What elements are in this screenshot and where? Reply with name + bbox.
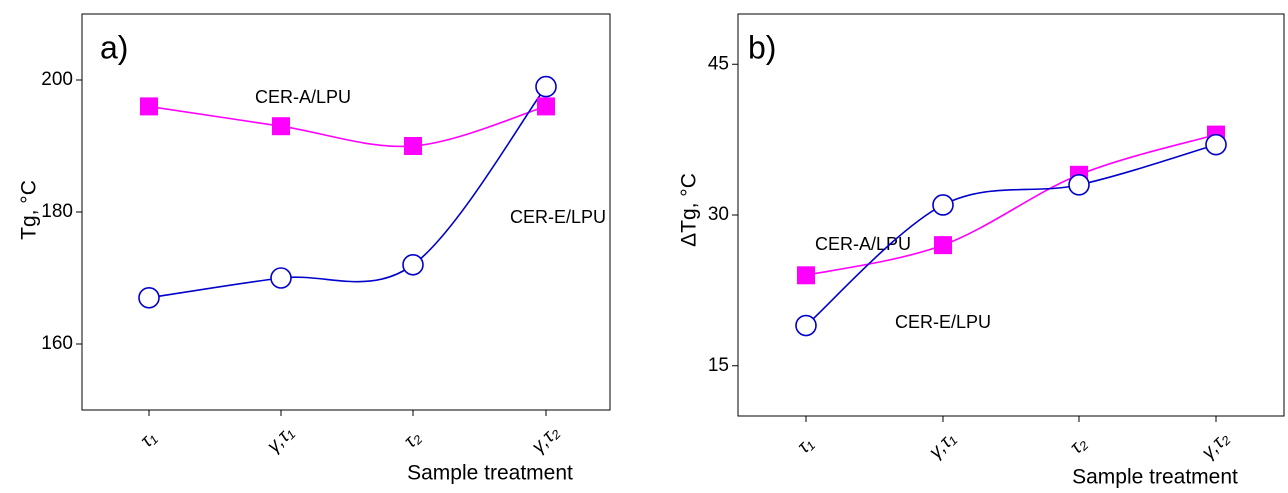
y-tick-label: 15	[708, 355, 729, 376]
series-label: CER-E/LPU	[510, 207, 606, 227]
series-line	[805, 133, 1217, 277]
y-tick-label: 200	[41, 69, 73, 90]
x-axis-label: Sample treatment	[407, 462, 573, 485]
marker	[272, 117, 290, 136]
marker	[932, 194, 954, 216]
series-line	[148, 105, 547, 148]
x-axis-label: Sample treatment	[1072, 466, 1238, 489]
series-label: CER-A/LPU	[255, 87, 351, 107]
y-tick-label: 30	[708, 204, 729, 225]
x-tick-label: τ₁	[137, 428, 161, 452]
panel-label: a)	[100, 29, 128, 65]
series-line	[148, 86, 547, 299]
x-tick-label: γ,τ₁	[263, 422, 298, 457]
y-axis-label: Tg, °C	[18, 180, 41, 240]
marker	[934, 236, 952, 255]
marker	[404, 137, 422, 155]
y-axis-label: ΔTg, °C	[678, 173, 701, 247]
x-tick-label: τ₁	[794, 434, 818, 458]
x-tick-label: τ₂	[400, 427, 426, 453]
marker	[140, 97, 158, 116]
x-tick-label: τ₂	[1066, 433, 1092, 459]
marker	[138, 286, 160, 309]
y-tick-label: 45	[708, 53, 729, 74]
y-tick-label: 160	[41, 333, 73, 354]
marker	[1205, 133, 1227, 156]
x-tick-label: γ,τ₁	[925, 428, 960, 463]
marker	[270, 267, 292, 289]
y-tick-label: 180	[41, 201, 73, 222]
series-label: CER-A/LPU	[815, 234, 911, 254]
series-label: CER-E/LPU	[895, 312, 991, 332]
marker	[795, 314, 817, 337]
series-line	[805, 143, 1217, 327]
marker	[402, 253, 424, 276]
plot-frame	[737, 13, 1285, 417]
x-tick-label: γ,τ₂	[528, 421, 564, 457]
panel-label: b)	[748, 29, 776, 65]
marker	[535, 75, 557, 98]
marker	[797, 266, 815, 285]
marker	[537, 97, 555, 116]
x-tick-label: γ,τ₂	[1198, 427, 1234, 463]
marker	[1068, 174, 1090, 196]
